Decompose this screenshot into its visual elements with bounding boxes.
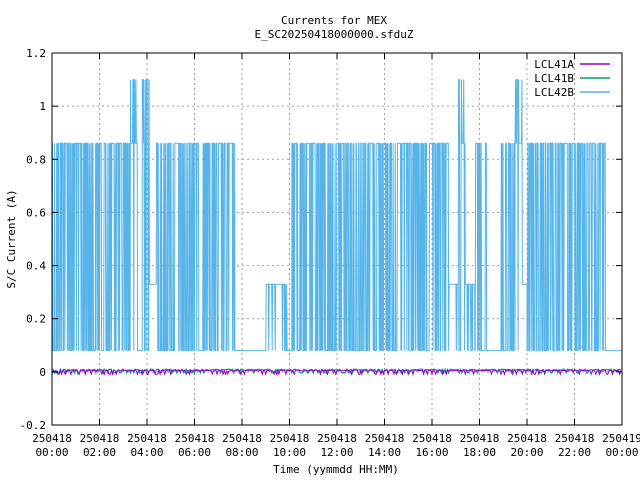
x-tick-time: 10:00 [273,446,306,459]
x-tick-date: 250418 [365,432,405,445]
x-tick-date: 250418 [555,432,595,445]
y-tick-label: -0.2 [20,419,47,432]
x-tick-time: 12:00 [320,446,353,459]
chart-subtitle: E_SC20250418000000.sfduZ [255,28,414,41]
x-tick-date: 250418 [32,432,72,445]
x-tick-date: 250418 [175,432,215,445]
x-tick-time: 00:00 [35,446,68,459]
x-tick-date: 250418 [80,432,120,445]
y-tick-label: 0 [39,366,46,379]
x-tick-time: 14:00 [368,446,401,459]
x-tick-date: 250418 [270,432,310,445]
series-line-lcl41a [51,368,622,377]
x-tick-date: 250418 [412,432,452,445]
x-axis-label: Time (yymmdd HH:MM) [273,463,399,476]
y-tick-label: 1 [39,100,46,113]
x-tick-date: 250418 [507,432,547,445]
x-tick-time: 06:00 [178,446,211,459]
legend-label: LCL42B [534,86,574,99]
x-tick-time: 04:00 [130,446,163,459]
y-tick-label: 0.6 [26,206,46,219]
y-tick-label: 0.8 [26,153,46,166]
y-tick-label: 0.4 [26,260,46,273]
x-tick-time: 20:00 [510,446,543,459]
y-axis-label: S/C Current (A) [5,189,18,288]
series-line-lcl41b [51,367,621,375]
x-tick-time: 00:00 [605,446,638,459]
legend-label: LCL41A [534,58,574,71]
x-axis-ticks: 25041800:0025041802:0025041804:002504180… [32,53,640,459]
y-tick-label: 1.2 [26,47,46,60]
x-tick-time: 22:00 [558,446,591,459]
x-tick-date: 250418 [127,432,167,445]
x-tick-date: 250418 [460,432,500,445]
x-tick-time: 18:00 [463,446,496,459]
x-tick-time: 02:00 [83,446,116,459]
x-tick-time: 08:00 [225,446,258,459]
x-tick-date: 250419 [602,432,640,445]
x-tick-date: 250418 [317,432,357,445]
chart-title: Currents for MEX [281,14,387,27]
plot-series [51,79,622,377]
series-line-lcl42b [51,79,622,352]
y-axis-ticks: -0.2 0 0.2 0.4 0.6 0.8 1 1.2 [20,47,622,432]
legend-label: LCL41B [534,72,574,85]
x-tick-date: 250418 [222,432,262,445]
x-tick-time: 16:00 [415,446,448,459]
y-tick-label: 0.2 [26,313,46,326]
